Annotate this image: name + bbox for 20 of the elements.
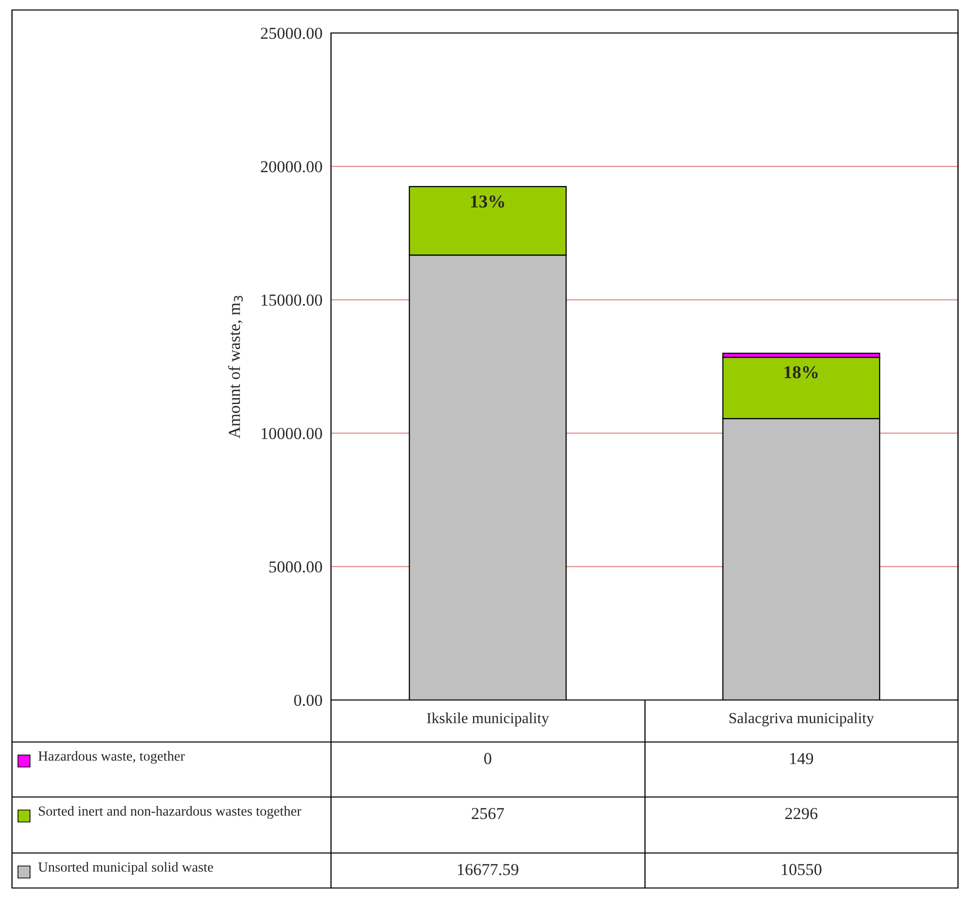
y-tick-label: 25000.00 bbox=[260, 28, 322, 40]
y-tick-label: 10000.00 bbox=[262, 428, 322, 440]
y-tick-label: 0.00 bbox=[294, 694, 322, 706]
y-tick-label: 15000.00 bbox=[262, 294, 322, 306]
legend-label: Hazardous waste, together bbox=[38, 751, 185, 764]
y-axis-title: Amount of waste, m$_{3}$ bbox=[228, 296, 243, 438]
data-label: 0 bbox=[484, 752, 492, 764]
legend-label: Unsorted municipal solid waste bbox=[38, 862, 214, 875]
legend-label: Sorted inert and non-hazardous wastes together bbox=[38, 806, 302, 819]
data-label: 2296 bbox=[785, 808, 818, 820]
y-tick-label: 20000.00 bbox=[260, 161, 322, 172]
y-tick-label: 5000.00 bbox=[269, 561, 322, 573]
data-label: 16677.59 bbox=[458, 864, 518, 876]
annotation: 13% bbox=[471, 195, 504, 208]
data-label: 149 bbox=[790, 752, 814, 764]
annotation: 18% bbox=[784, 366, 818, 378]
x-tick-label: Salacgriva municipality bbox=[730, 712, 874, 726]
x-tick-label: Ikskile municipality bbox=[426, 712, 550, 726]
data-label: 2567 bbox=[472, 808, 504, 820]
data-label: 10550 bbox=[782, 864, 822, 876]
